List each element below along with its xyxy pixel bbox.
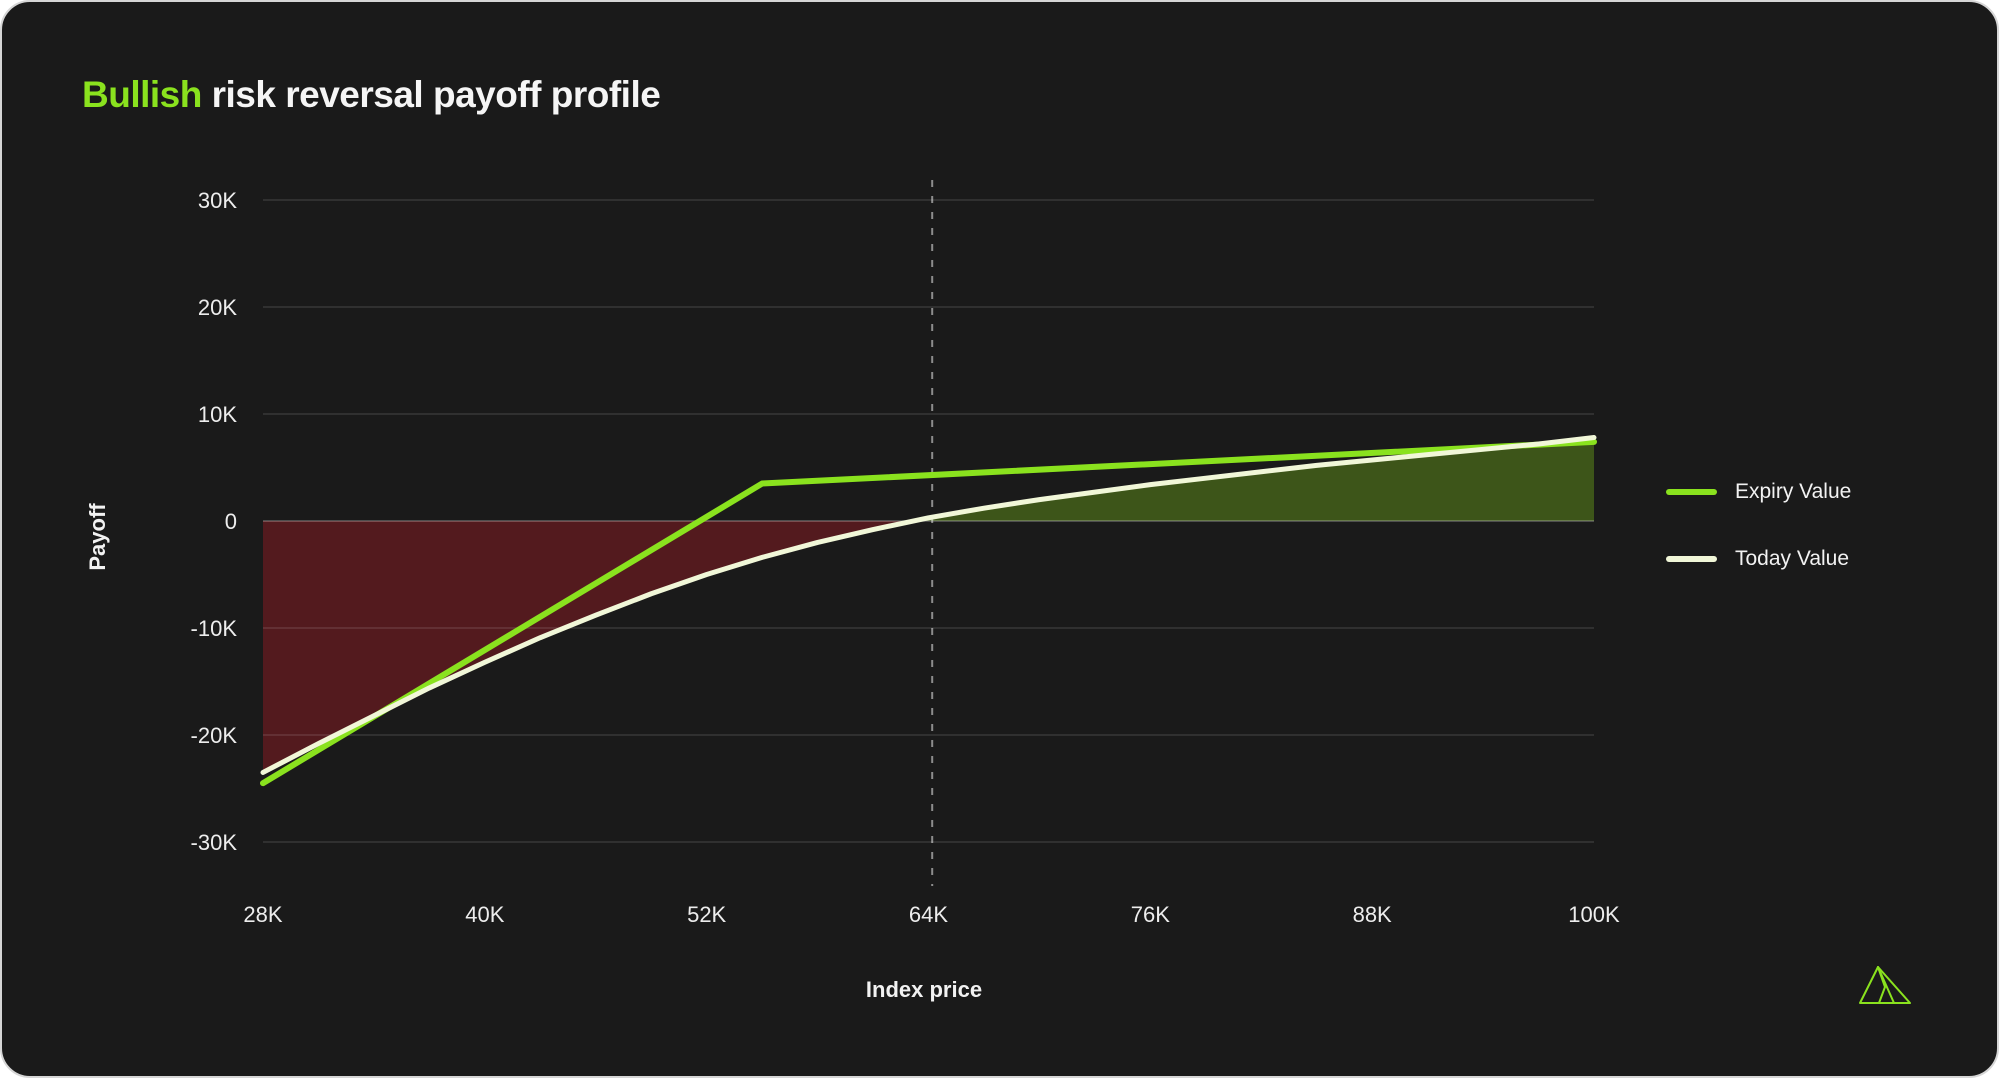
y-tick-label: 10K: [198, 402, 237, 427]
expiry-value-line: [260, 438, 1597, 787]
brand-logo-icon: [1859, 966, 1911, 1004]
x-tick-label: 100K: [1568, 902, 1620, 927]
x-axis-label: Index price: [865, 977, 983, 1002]
loss-area: [263, 521, 914, 773]
x-tick-label: 52K: [687, 902, 726, 927]
y-tick-label: -10K: [191, 616, 238, 641]
y-tick-label: 20K: [198, 295, 237, 320]
y-tick-label: 30K: [198, 188, 237, 213]
x-tick-label: 88K: [1353, 902, 1392, 927]
y-tick-label: 0: [225, 509, 237, 534]
x-tick-label: 28K: [243, 902, 282, 927]
y-tick-label: -20K: [191, 723, 238, 748]
profit-area: [913, 437, 1594, 521]
today-value-line: [260, 435, 1597, 775]
page-title-highlight: Bullish: [82, 74, 202, 115]
expiry-value-swatch-icon: [1666, 489, 1717, 495]
chart-legend: Expiry Value Today Value: [1666, 479, 1851, 572]
y-tick-label: -30K: [191, 830, 238, 855]
legend-item-today-value[interactable]: Today Value: [1666, 546, 1851, 572]
page-title-rest: risk reversal payoff profile: [211, 74, 661, 115]
legend-label-expiry-value: Expiry Value: [1735, 480, 1852, 503]
x-tick-label: 40K: [465, 902, 504, 927]
page-title: Bullish risk reversal payoff profile: [82, 74, 661, 116]
legend-item-expiry-value[interactable]: Expiry Value: [1666, 479, 1851, 505]
today-value-swatch-icon: [1666, 556, 1717, 562]
legend-label-today-value: Today Value: [1735, 547, 1850, 570]
x-tick-label: 64K: [909, 902, 948, 927]
x-tick-label: 76K: [1131, 902, 1170, 927]
